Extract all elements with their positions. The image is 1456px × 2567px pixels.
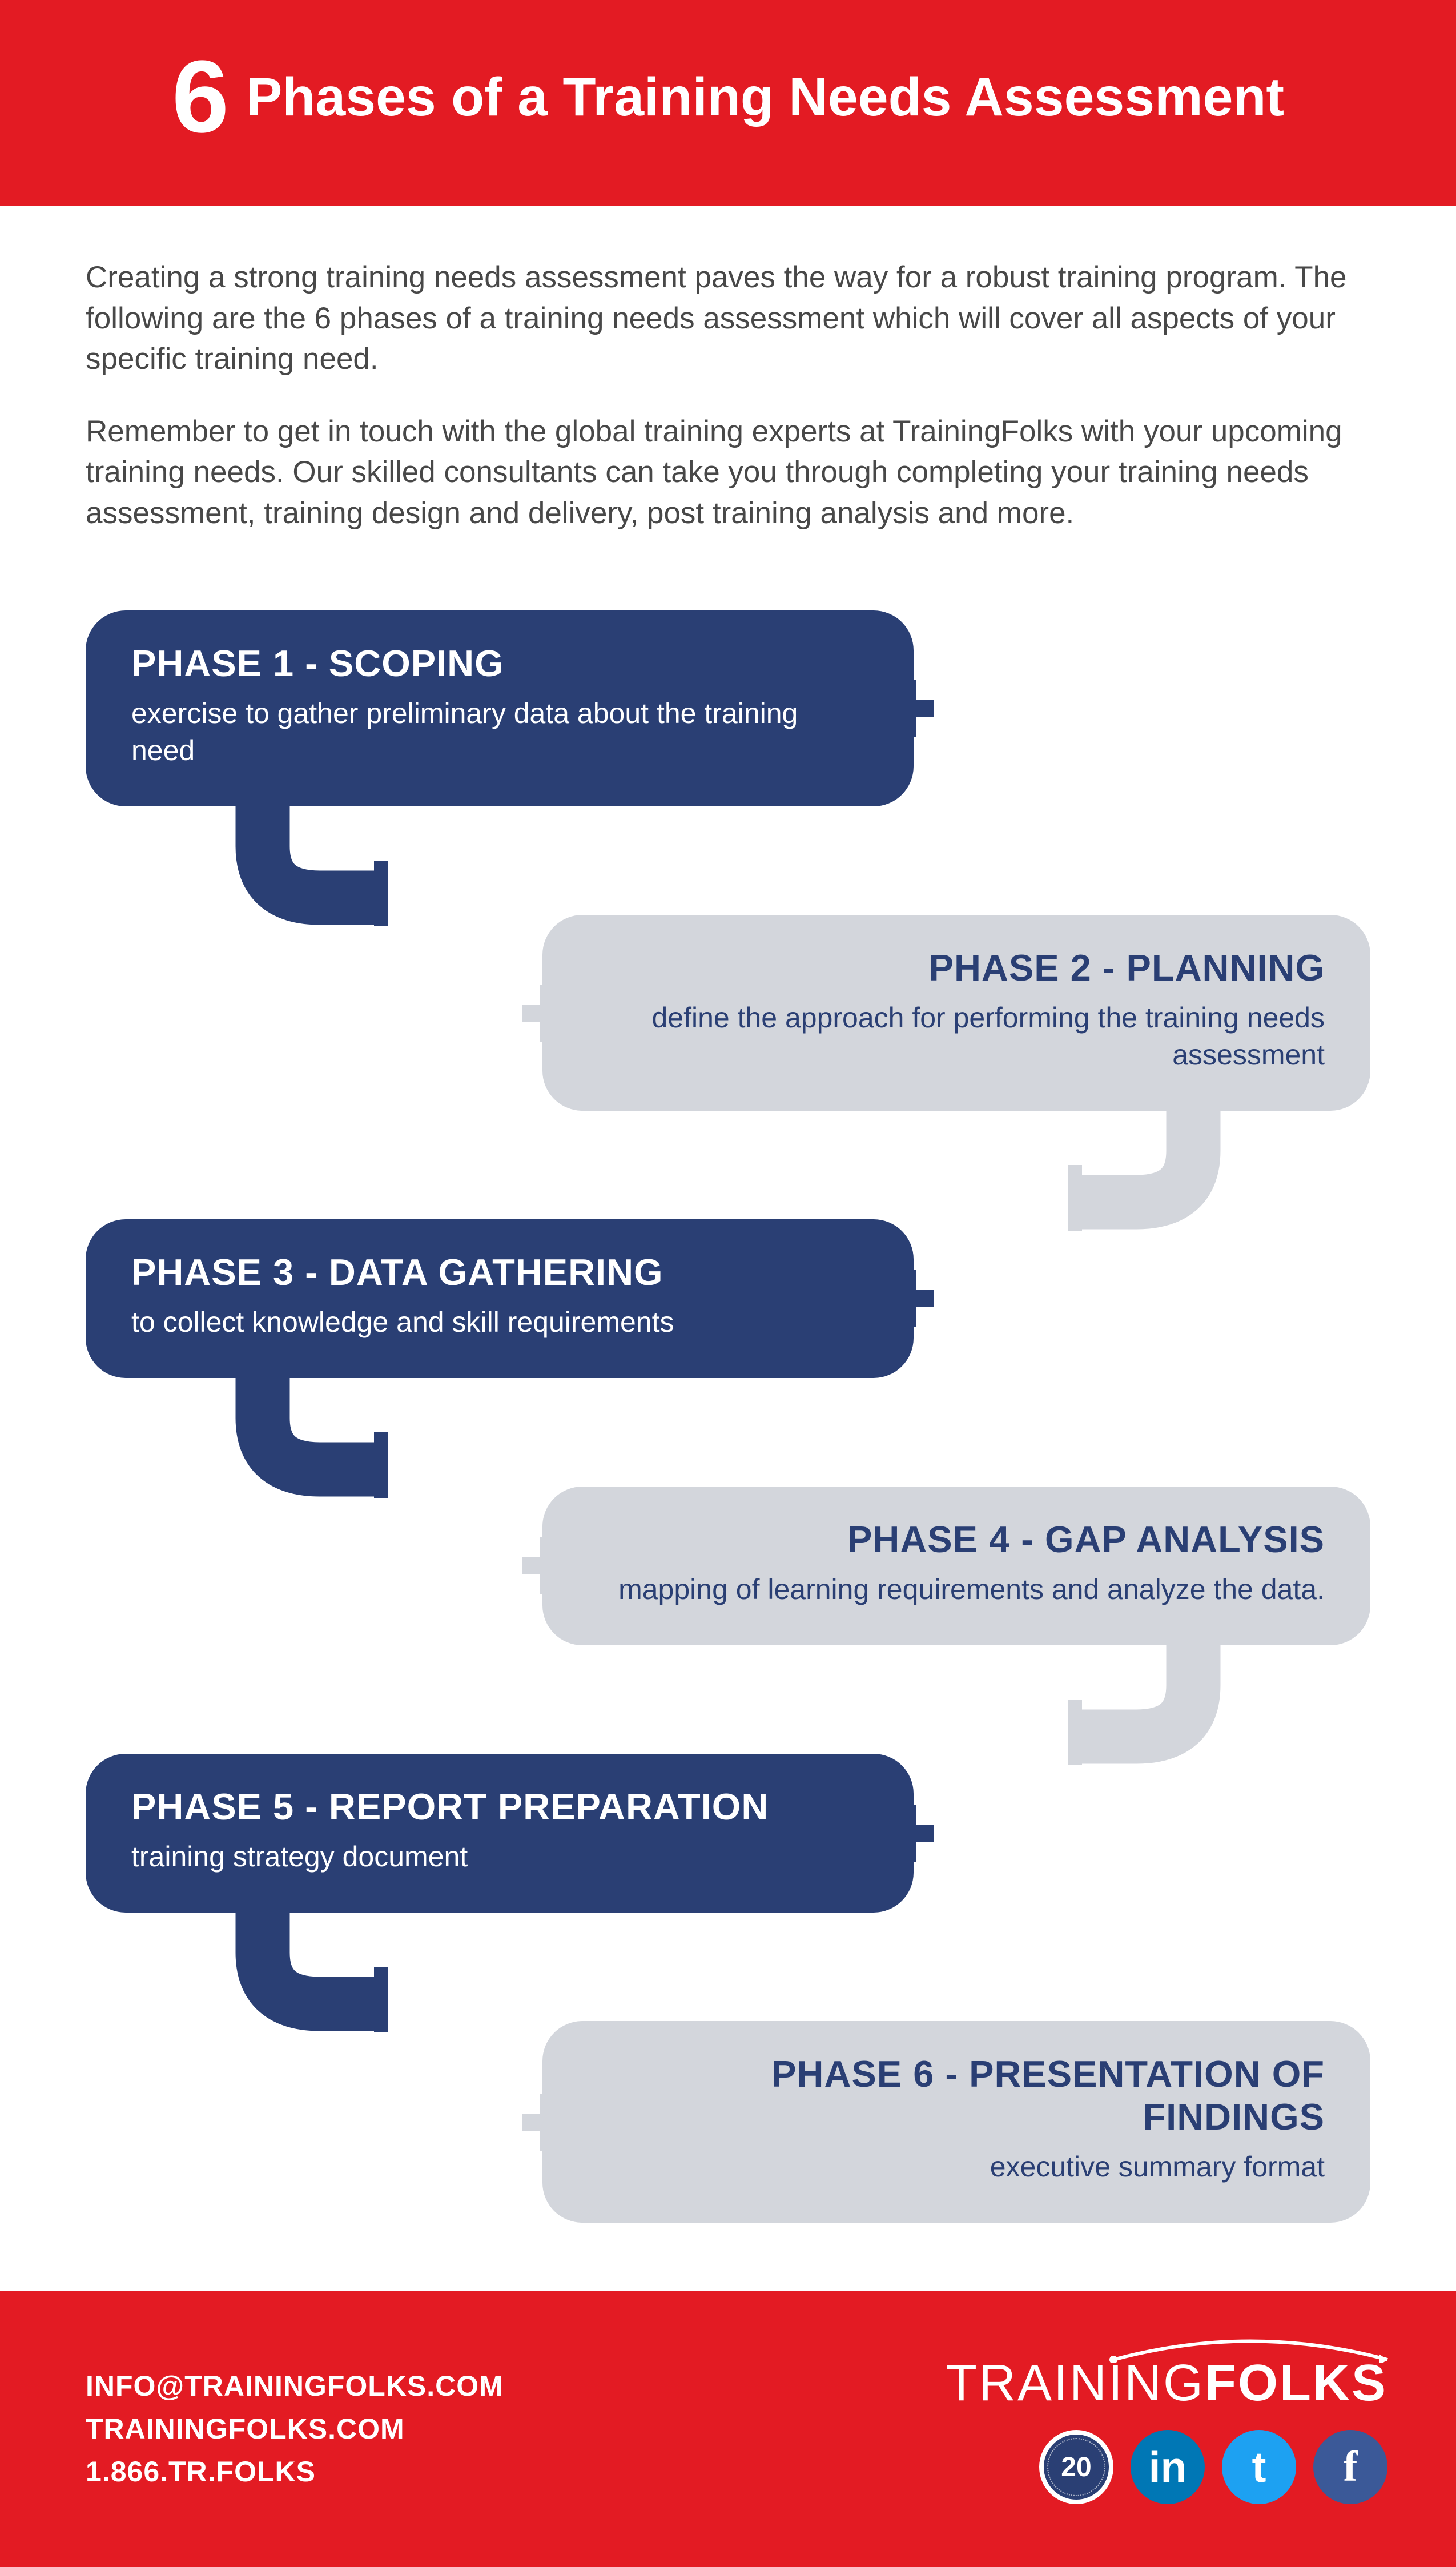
phase-2-desc: define the approach for performing the t… [588, 999, 1325, 1074]
phase-6-title: PHASE 6 - PRESENTATION OF FINDINGS [588, 2052, 1325, 2138]
phase-6-notch-icon [522, 2094, 562, 2151]
phase-5-box: PHASE 5 - REPORT PREPARATION training st… [86, 1754, 914, 1913]
logo-part1: TRAINING [946, 2355, 1205, 2412]
footer-contact: INFO@TRAININGFOLKS.COM TRAININGFOLKS.COM… [86, 2365, 504, 2493]
intro-paragraph-1: Creating a strong training needs assessm… [86, 257, 1370, 380]
phase-3-box: PHASE 3 - DATA GATHERING to collect know… [86, 1219, 914, 1378]
phase-4-notch-icon [522, 1537, 562, 1594]
linkedin-icon[interactable]: in [1131, 2430, 1205, 2504]
connector-pipe-icon [228, 795, 388, 926]
phase-5-title: PHASE 5 - REPORT PREPARATION [131, 1785, 868, 1828]
phase-2-notch-icon [522, 985, 562, 1042]
phase-2-box: PHASE 2 - PLANNING define the approach f… [542, 915, 1370, 1111]
connector-pipe-icon [228, 1901, 388, 2032]
connector-1-2 [86, 806, 1370, 915]
intro-paragraph-2: Remember to get in touch with the global… [86, 411, 1370, 534]
phase-1-notch-icon [894, 680, 934, 737]
connector-2-3 [86, 1111, 1370, 1219]
phase-2-title: PHASE 2 - PLANNING [588, 946, 1325, 989]
header-title-text: Phases of a Training Needs Assessment [246, 66, 1284, 128]
footer-email: INFO@TRAININGFOLKS.COM [86, 2365, 504, 2408]
phase-5-desc: training strategy document [131, 1838, 868, 1875]
phase-3-desc: to collect knowledge and skill requireme… [131, 1304, 868, 1341]
phase-3-title: PHASE 3 - DATA GATHERING [131, 1251, 868, 1293]
connector-pipe-icon [1068, 1099, 1228, 1231]
phase-1-desc: exercise to gather preliminary data abou… [131, 695, 868, 769]
logo-part2: FOLKS [1205, 2355, 1387, 2412]
footer-banner: INFO@TRAININGFOLKS.COM TRAININGFOLKS.COM… [0, 2291, 1456, 2567]
phase-3-notch-icon [894, 1270, 934, 1327]
phase-4-title: PHASE 4 - GAP ANALYSIS [588, 1518, 1325, 1561]
phase-5-notch-icon [894, 1805, 934, 1862]
phases-flow: PHASE 1 - SCOPING exercise to gather pre… [0, 599, 1456, 2291]
footer-phone: 1.866.TR.FOLKS [86, 2450, 504, 2493]
connector-4-5 [86, 1645, 1370, 1754]
badge-number: 20 [1061, 2452, 1091, 2483]
footer-brand: TRAININGFOLKS 20 in t f [946, 2354, 1387, 2504]
logo-arc-icon [1108, 2334, 1393, 2363]
twitter-icon[interactable]: t [1222, 2430, 1296, 2504]
header-number: 6 [172, 46, 229, 148]
phase-1-box: PHASE 1 - SCOPING exercise to gather pre… [86, 610, 914, 806]
phase-4-desc: mapping of learning requirements and ana… [588, 1571, 1325, 1608]
facebook-icon[interactable]: f [1313, 2430, 1387, 2504]
intro-section: Creating a strong training needs assessm… [0, 206, 1456, 599]
connector-pipe-icon [228, 1367, 388, 1498]
header-banner: 6 Phases of a Training Needs Assessment [0, 0, 1456, 206]
connector-5-6 [86, 1913, 1370, 2021]
connector-3-4 [86, 1378, 1370, 1487]
header-title: 6 Phases of a Training Needs Assessment [34, 46, 1422, 148]
anniversary-badge-icon: 20 [1039, 2430, 1113, 2504]
social-row: 20 in t f [946, 2430, 1387, 2504]
connector-pipe-icon [1068, 1634, 1228, 1765]
trainingfolks-logo: TRAININGFOLKS [946, 2354, 1387, 2413]
phase-6-desc: executive summary format [588, 2148, 1325, 2186]
footer-web: TRAININGFOLKS.COM [86, 2408, 504, 2450]
phase-1-title: PHASE 1 - SCOPING [131, 642, 868, 685]
phase-4-box: PHASE 4 - GAP ANALYSIS mapping of learni… [542, 1487, 1370, 1645]
phase-6-box: PHASE 6 - PRESENTATION OF FINDINGS execu… [542, 2021, 1370, 2223]
